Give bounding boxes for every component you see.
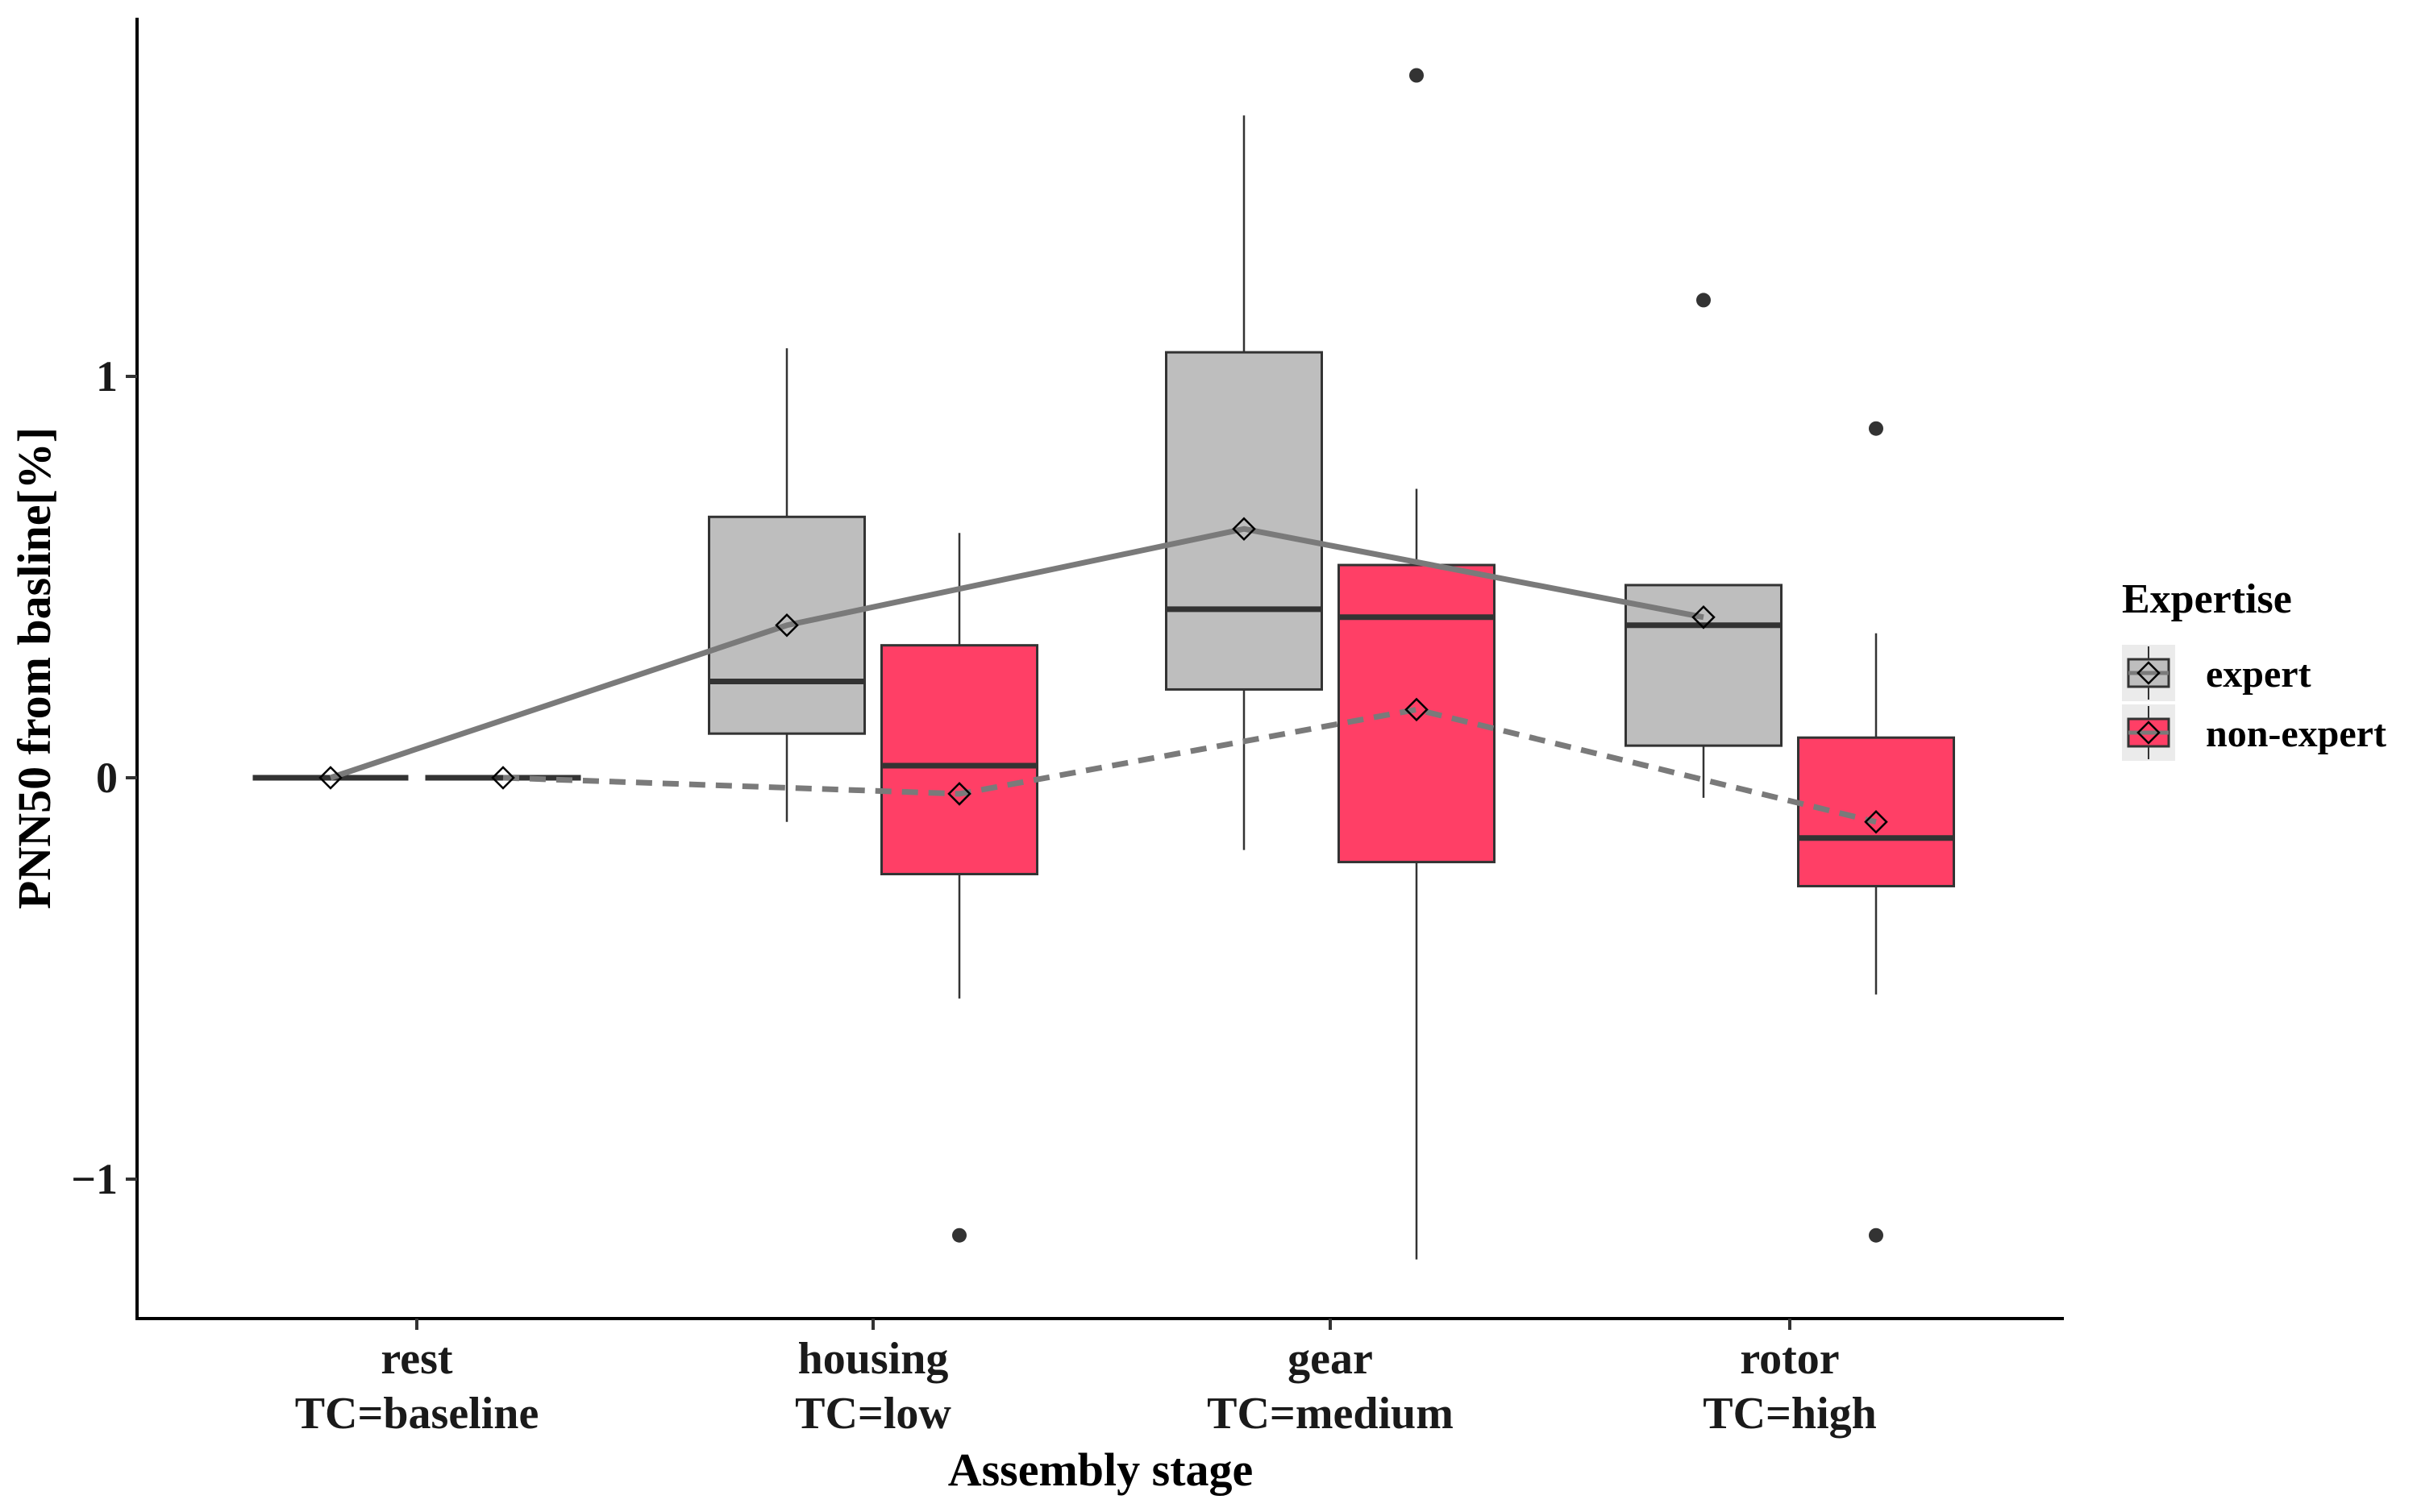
mean-marker-non-expert-rest (491, 766, 515, 790)
legend-key-diamond (2136, 721, 2161, 745)
x-tick-label: gear (1288, 1334, 1373, 1384)
box-expert-housing (708, 348, 866, 822)
mean-marker-non-expert-rotor (1864, 810, 1888, 834)
mean-marker-non-expert-gear (1404, 697, 1429, 722)
box-body (1337, 563, 1496, 864)
box-non-expert-housing (880, 533, 1038, 1243)
box-expert-rotor (1625, 293, 1783, 798)
mean-marker-expert-gear (1232, 517, 1256, 542)
mean-line-non-expert (502, 706, 1877, 825)
legend-key-non-expert (2122, 704, 2175, 761)
y-tick-label: 0 (96, 754, 118, 802)
box-body (1165, 351, 1323, 691)
box-body (1625, 584, 1783, 747)
plot-area (252, 68, 1955, 1260)
x-tick-sublabel: TC=low (795, 1389, 951, 1439)
legend: Expertise expert non-expert (2122, 576, 2386, 761)
box-body (880, 644, 1038, 876)
y-axis-title: PNN50 from basline[%] (8, 427, 60, 909)
x-tick-sublabel: TC=baseline (295, 1389, 539, 1439)
x-axis-title: Assembly stage (948, 1443, 1254, 1496)
legend-key-diamond (2136, 661, 2161, 685)
mean-marker-non-expert-housing (947, 782, 971, 806)
box-non-expert-gear (1337, 68, 1496, 1260)
legend-label-non-expert: non-expert (2206, 712, 2386, 755)
y-tick-label: −1 (71, 1155, 118, 1203)
outlier-point (1869, 421, 1883, 436)
x-tick-label: rotor (1740, 1334, 1839, 1384)
mean-marker-expert-housing (775, 613, 799, 638)
outlier-point (1696, 293, 1711, 308)
mean-line-expert (329, 525, 1704, 781)
legend-key-expert (2122, 645, 2175, 701)
outlier-point (1869, 1227, 1883, 1243)
outlier-point (1409, 68, 1424, 83)
mean-marker-expert-rest (318, 766, 343, 790)
x-tick-sublabel: TC=high (1703, 1389, 1877, 1439)
x-tick-label: housing (798, 1334, 949, 1384)
mean-marker-expert-rotor (1691, 605, 1716, 629)
y-tick-label: 1 (96, 352, 118, 401)
legend-label-expert: expert (2206, 653, 2311, 696)
x-tick-label: rest (381, 1334, 452, 1384)
outlier-point (952, 1227, 967, 1243)
legend-title: Expertise (2122, 576, 2292, 622)
x-tick-sublabel: TC=medium (1207, 1389, 1454, 1439)
box-expert-gear (1165, 115, 1323, 850)
